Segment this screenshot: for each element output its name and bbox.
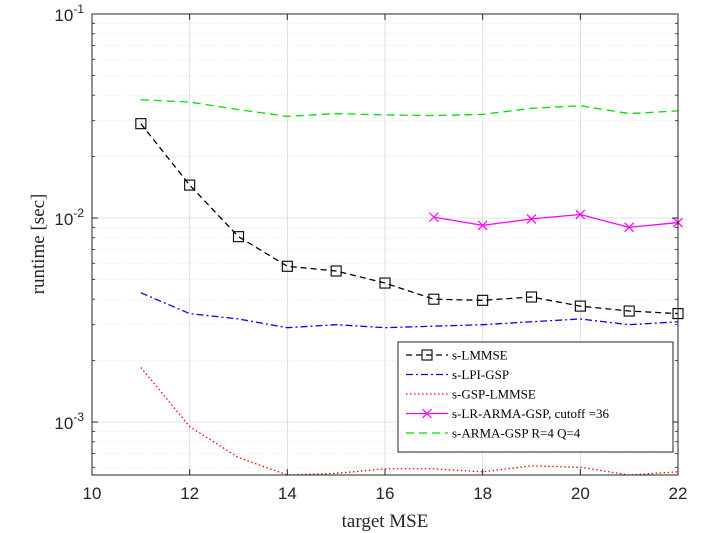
x-marker	[575, 209, 586, 220]
legend: s-LMMSE s-LPI-GSP s-GSP-LMMSE s-LR-ARMA-GSP…	[397, 341, 674, 453]
x-marker-stroke	[428, 212, 439, 223]
x-marker	[428, 212, 439, 223]
y-tick-label: 10-3	[54, 410, 84, 433]
x-marker-stroke	[526, 213, 537, 224]
x-marker	[477, 220, 488, 231]
square-marker	[477, 294, 489, 306]
x-marker-stroke	[422, 408, 432, 419]
x-tick-label: 16	[376, 484, 395, 503]
series-line	[140, 123, 679, 315]
y-axis-title: runtime [sec]	[28, 194, 49, 295]
series-line	[140, 292, 679, 329]
x-marker	[526, 213, 537, 224]
square-marker	[184, 179, 196, 191]
x-tick-label: 14	[278, 484, 297, 503]
x-marker	[624, 222, 635, 233]
x-marker-stroke	[624, 222, 635, 233]
square-marker	[330, 265, 342, 277]
series-line	[140, 99, 679, 118]
legend-label: s-ARMA-GSP R=4 Q=4	[452, 426, 581, 441]
y-tick-label: 10-2	[54, 206, 84, 229]
square-marker	[379, 277, 391, 289]
square-marker	[428, 293, 440, 305]
legend-label: s-LPI-GSP	[452, 367, 509, 382]
series-line	[140, 367, 679, 476]
square-marker	[623, 305, 635, 317]
x-tick-label: 22	[669, 484, 688, 503]
x-axis-title: target MSE	[342, 511, 429, 532]
square-marker	[574, 300, 586, 312]
legend-label: s-LMMSE	[452, 348, 508, 363]
legend-label: s-LR-ARMA-GSP, cutoff =36	[452, 406, 609, 421]
y-tick-label: 10-1	[54, 2, 84, 25]
series-line	[433, 213, 679, 229]
x-tick-label: 12	[180, 484, 199, 503]
axis-ticks	[91, 13, 679, 475]
legend-box	[397, 341, 674, 453]
x-marker	[422, 408, 432, 419]
x-tick-labels: 10 12 14 16 18 20 22	[83, 484, 688, 503]
square-marker	[281, 260, 293, 272]
x-marker-stroke	[575, 209, 586, 220]
x-marker-stroke	[477, 220, 488, 231]
square-marker	[525, 291, 538, 303]
x-tick-label: 18	[473, 484, 492, 503]
x-tick-label: 20	[571, 484, 590, 503]
y-tick-labels: 10-3 10-2 10-1	[54, 2, 84, 433]
legend-label: s-GSP-LMMSE	[452, 387, 536, 402]
square-marker	[232, 231, 245, 243]
square-marker	[421, 349, 433, 361]
square-marker	[135, 118, 147, 130]
x-tick-label: 10	[83, 484, 102, 503]
series-layer	[135, 99, 684, 476]
